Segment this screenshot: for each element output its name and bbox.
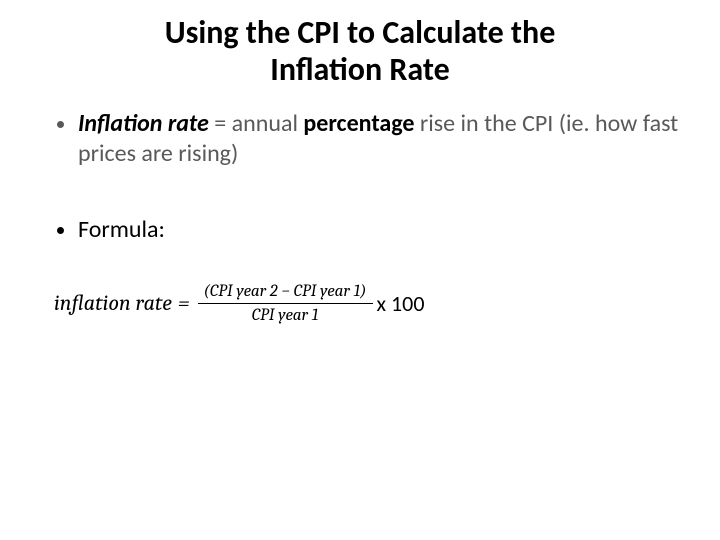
- formula-label-text: Formula:: [78, 215, 165, 244]
- slide-body: Inflation rate = annual percentage rise …: [40, 109, 680, 245]
- formula-multiplier: x 100: [377, 290, 425, 317]
- title-line-2: Inflation Rate: [270, 50, 449, 89]
- definition-term: Inflation rate: [78, 109, 209, 138]
- formula-denominator: CPI year 1: [252, 304, 319, 326]
- formula-equals: =: [178, 290, 190, 316]
- bullet-definition: Inflation rate = annual percentage rise …: [78, 109, 680, 169]
- formula-numerator: (CPI year 2 − CPI year 1): [198, 281, 373, 304]
- definition-mid1: = annual: [209, 109, 304, 138]
- inflation-formula: inflation rate = (CPI year 2 − CPI year …: [54, 281, 680, 327]
- formula-lhs: inflation rate: [54, 290, 172, 316]
- definition-bold-word: percentage: [303, 109, 414, 138]
- formula-fraction: (CPI year 2 − CPI year 1) CPI year 1: [198, 281, 373, 327]
- slide: Using the CPI to Calculate the Inflation…: [0, 0, 720, 540]
- title-line-1: Using the CPI to Calculate the: [165, 13, 556, 52]
- bullet-formula-label: Formula:: [78, 215, 680, 245]
- slide-title: Using the CPI to Calculate the Inflation…: [40, 15, 680, 89]
